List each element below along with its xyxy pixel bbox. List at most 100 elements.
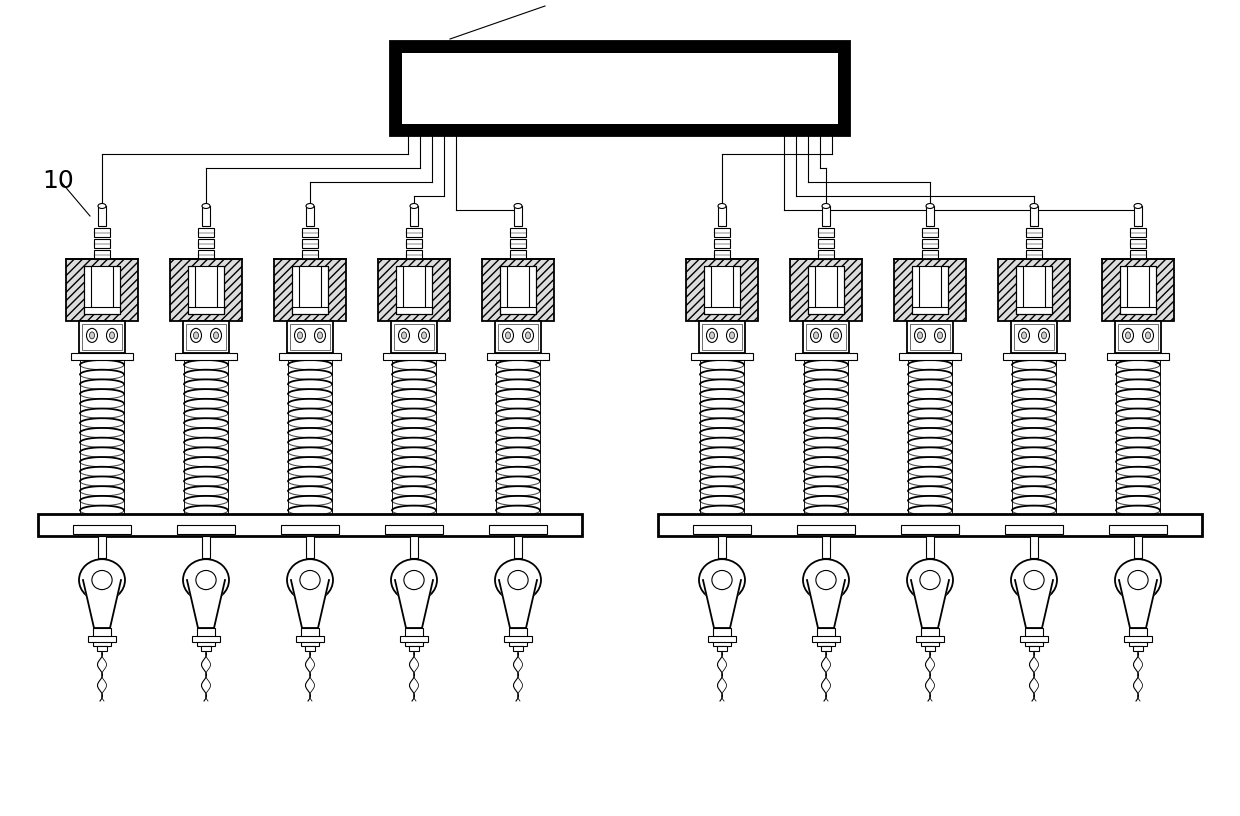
- Bar: [303, 239, 317, 248]
- Polygon shape: [396, 580, 433, 628]
- Bar: [391, 321, 436, 353]
- Bar: [383, 353, 445, 360]
- Bar: [686, 259, 758, 321]
- Bar: [704, 266, 740, 314]
- Bar: [487, 353, 549, 360]
- Bar: [503, 636, 532, 642]
- Ellipse shape: [906, 559, 954, 601]
- Bar: [1128, 628, 1147, 646]
- Bar: [923, 228, 937, 237]
- Bar: [911, 307, 949, 314]
- Bar: [489, 525, 547, 534]
- Bar: [391, 41, 849, 136]
- Polygon shape: [703, 580, 742, 628]
- Bar: [515, 536, 522, 558]
- Bar: [1115, 321, 1161, 353]
- Bar: [306, 206, 314, 226]
- Bar: [396, 266, 432, 314]
- Bar: [66, 259, 138, 321]
- Bar: [822, 206, 830, 226]
- Bar: [808, 307, 844, 314]
- Bar: [98, 206, 105, 226]
- Bar: [84, 266, 91, 314]
- Ellipse shape: [918, 332, 923, 339]
- Bar: [279, 353, 341, 360]
- Ellipse shape: [935, 328, 945, 343]
- Bar: [170, 259, 242, 321]
- Bar: [410, 206, 418, 226]
- Ellipse shape: [1039, 328, 1049, 343]
- Bar: [529, 266, 536, 314]
- Ellipse shape: [1142, 328, 1153, 343]
- Bar: [808, 266, 844, 314]
- Bar: [699, 321, 745, 353]
- Ellipse shape: [1115, 559, 1161, 601]
- Bar: [704, 307, 740, 314]
- Ellipse shape: [1018, 328, 1029, 343]
- Bar: [817, 628, 835, 646]
- Ellipse shape: [816, 570, 836, 590]
- Bar: [941, 266, 949, 314]
- Bar: [1025, 628, 1043, 646]
- Polygon shape: [911, 580, 949, 628]
- Ellipse shape: [1024, 570, 1044, 590]
- Ellipse shape: [508, 570, 528, 590]
- Ellipse shape: [391, 559, 436, 601]
- Bar: [188, 266, 224, 314]
- Bar: [510, 239, 526, 248]
- Bar: [1149, 266, 1156, 314]
- Bar: [94, 239, 110, 248]
- Bar: [498, 324, 538, 350]
- Bar: [1120, 307, 1156, 314]
- Bar: [1045, 266, 1052, 314]
- Bar: [714, 239, 730, 248]
- Ellipse shape: [937, 332, 942, 339]
- Bar: [1016, 266, 1023, 314]
- Ellipse shape: [184, 559, 229, 601]
- Bar: [217, 266, 224, 314]
- Bar: [291, 266, 329, 314]
- Bar: [291, 307, 329, 314]
- Bar: [73, 525, 131, 534]
- Polygon shape: [807, 580, 844, 628]
- Bar: [305, 646, 315, 651]
- Bar: [184, 321, 229, 353]
- Ellipse shape: [1022, 332, 1027, 339]
- Bar: [1118, 324, 1158, 350]
- Ellipse shape: [98, 203, 105, 209]
- Ellipse shape: [87, 328, 98, 343]
- Ellipse shape: [193, 332, 198, 339]
- Bar: [425, 266, 432, 314]
- Ellipse shape: [109, 332, 114, 339]
- Ellipse shape: [1122, 328, 1133, 343]
- Ellipse shape: [526, 332, 531, 339]
- Polygon shape: [291, 580, 329, 628]
- Bar: [822, 536, 830, 558]
- Bar: [84, 307, 120, 314]
- Ellipse shape: [211, 328, 222, 343]
- Bar: [1025, 250, 1042, 259]
- Bar: [1030, 206, 1038, 226]
- Ellipse shape: [831, 328, 842, 343]
- Ellipse shape: [727, 328, 738, 343]
- Bar: [79, 321, 125, 353]
- Bar: [998, 259, 1070, 321]
- Bar: [401, 636, 428, 642]
- Text: 10: 10: [42, 169, 73, 193]
- Bar: [192, 636, 219, 642]
- Bar: [198, 250, 215, 259]
- Bar: [1102, 259, 1174, 321]
- Bar: [1016, 307, 1052, 314]
- Bar: [409, 646, 419, 651]
- Bar: [274, 259, 346, 321]
- Polygon shape: [498, 580, 537, 628]
- Bar: [717, 646, 727, 651]
- Bar: [410, 536, 418, 558]
- Bar: [88, 636, 117, 642]
- Text: 20: 20: [520, 0, 551, 3]
- Bar: [808, 266, 815, 314]
- Bar: [808, 266, 844, 314]
- Bar: [384, 525, 443, 534]
- Bar: [797, 525, 856, 534]
- Bar: [84, 266, 120, 314]
